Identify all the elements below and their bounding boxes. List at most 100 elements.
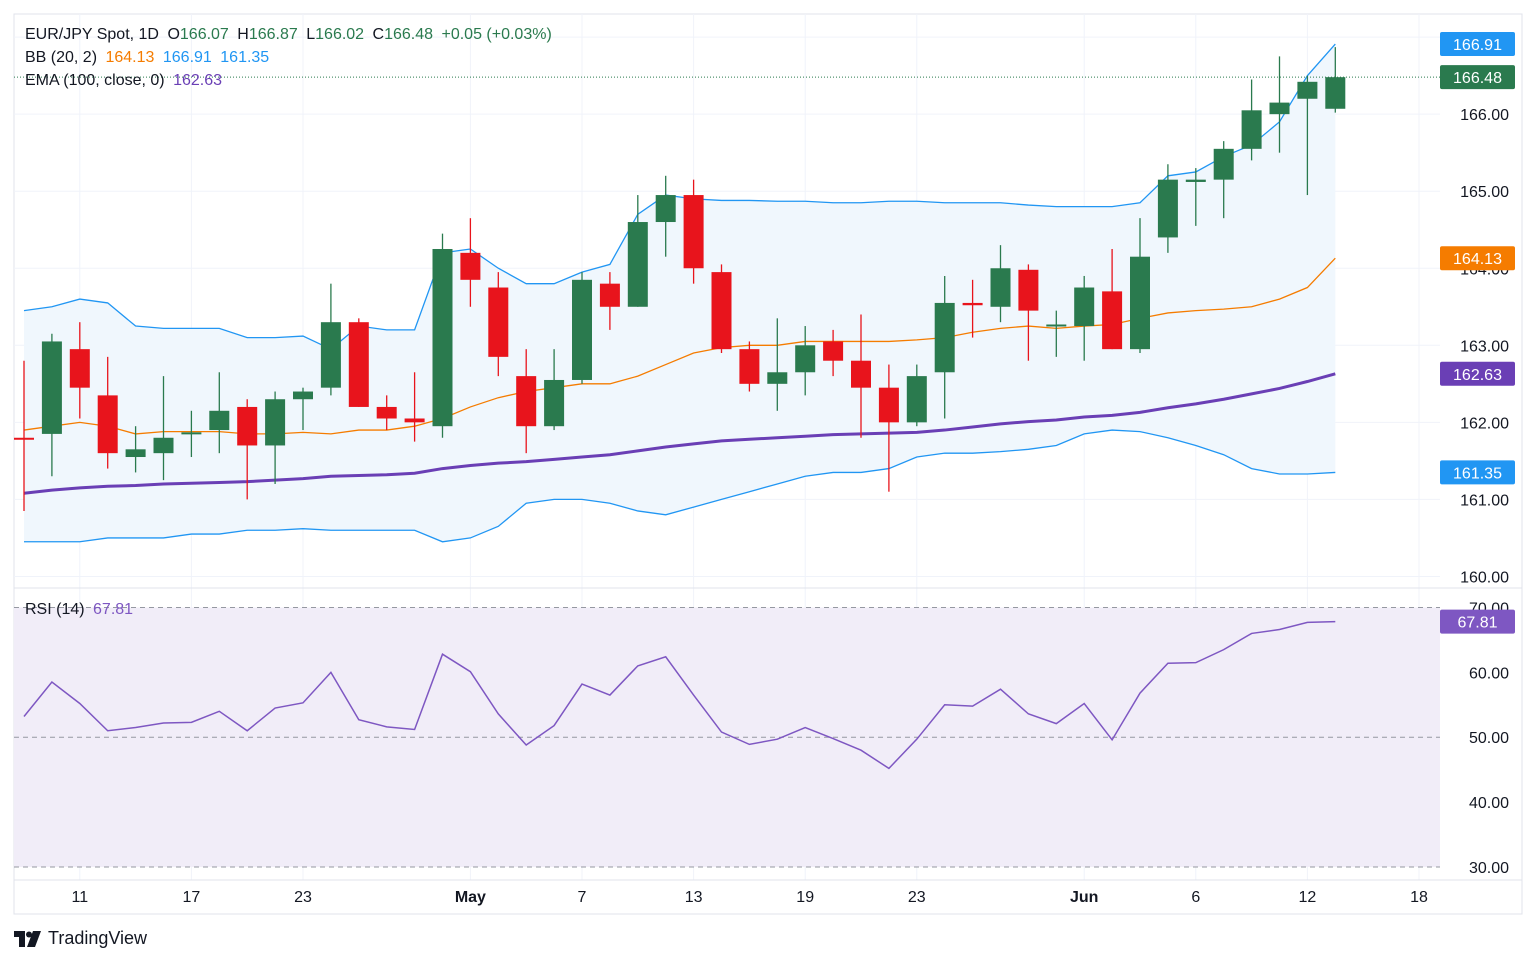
candle-body — [125, 449, 146, 458]
price-tick-label: 166.00 — [1460, 107, 1509, 124]
price-tick-label: 165.00 — [1460, 184, 1509, 201]
symbol-name: EUR/JPY Spot, 1D — [25, 26, 159, 43]
bb-upper-line — [23, 43, 1336, 350]
change-value: +0.05 (+0.03%) — [441, 26, 552, 43]
rsi-badge — [1440, 609, 1515, 634]
candle-body — [990, 268, 1011, 307]
candle-body — [1130, 256, 1150, 350]
x-tick-label: Jun — [1070, 889, 1098, 906]
x-tick-label: 7 — [578, 889, 587, 906]
candle-body — [1213, 148, 1234, 180]
rsi-label: RSI (14) — [25, 601, 85, 618]
candle-body — [1102, 291, 1123, 350]
price-tick-label: 161.00 — [1460, 492, 1509, 509]
candle-body — [711, 272, 732, 350]
bb-lower-line — [24, 429, 1336, 543]
candle-body — [878, 387, 899, 423]
candle-body — [683, 195, 704, 269]
price-badge-text: 161.35 — [1453, 465, 1502, 482]
ema-legend: EMA (100, close, 0) 162.63 — [25, 72, 226, 90]
rsi-badge-text: 67.81 — [1457, 615, 1497, 632]
bb-mid-value: 164.13 — [105, 49, 155, 66]
candle-body — [237, 406, 258, 446]
bb-lower-value: 161.35 — [220, 49, 270, 66]
x-tick-label: May — [455, 889, 486, 906]
high-value: 166.87 — [248, 26, 298, 43]
candle-body — [1046, 324, 1067, 327]
candle-body — [1325, 77, 1346, 109]
price-badge-text: 166.91 — [1453, 37, 1502, 54]
candle-body — [572, 279, 592, 380]
close-value: 166.48 — [384, 26, 434, 43]
price-badge — [1440, 361, 1515, 386]
rsi-tick-label: 50.00 — [1469, 730, 1509, 747]
low-label: L — [306, 26, 316, 43]
candle-body — [404, 418, 425, 423]
candle-body — [544, 379, 565, 427]
candle-body — [1297, 81, 1318, 99]
candle-body — [181, 432, 202, 435]
rsi-line — [23, 620, 1336, 770]
x-tick-label: 6 — [1191, 889, 1200, 906]
high-label: H — [237, 26, 249, 43]
candle-body — [1269, 102, 1290, 115]
bb-upper-value: 166.91 — [162, 49, 212, 66]
candle-body — [767, 372, 788, 384]
x-tick-label: 18 — [1410, 889, 1428, 906]
candle-body — [376, 406, 397, 419]
rsi-pane — [14, 606, 1440, 868]
x-tick-label: 23 — [908, 889, 926, 906]
x-tick-label: 19 — [796, 889, 814, 906]
ema-value: 162.63 — [173, 72, 223, 89]
symbol-legend: EUR/JPY Spot, 1D O166.07 H166.87 L166.02… — [25, 26, 556, 44]
bb-legend: BB (20, 2) 164.13 166.91 161.35 — [25, 49, 273, 67]
candle-body — [739, 349, 760, 384]
rsi-tick-label: 30.00 — [1469, 860, 1509, 877]
candle-body — [41, 341, 62, 434]
rsi-legend: RSI (14) 67.81 — [25, 601, 137, 619]
candles — [14, 47, 1346, 511]
x-tick-label: 11 — [71, 889, 88, 906]
candle-body — [14, 437, 34, 440]
candle-body — [655, 195, 676, 223]
candle-body — [851, 360, 871, 388]
price-badge — [1440, 65, 1515, 90]
candle-body — [795, 345, 816, 373]
candle-body — [1018, 269, 1039, 311]
candle-body — [823, 341, 844, 361]
bb-fill — [24, 44, 1336, 542]
price-tick-label: 160.00 — [1460, 569, 1509, 586]
open-value: 166.07 — [179, 26, 229, 43]
price-tick-label: 163.00 — [1460, 338, 1509, 355]
price-badge — [1440, 32, 1515, 57]
price-tick-label: 162.00 — [1460, 415, 1509, 432]
candle-body — [265, 399, 286, 446]
price-badge-text: 166.48 — [1453, 70, 1502, 87]
candle-body — [69, 349, 90, 388]
candle-body — [934, 302, 955, 373]
candle-body — [599, 283, 620, 307]
candle-body — [209, 410, 230, 431]
rsi-tick-label: 60.00 — [1469, 665, 1509, 682]
candle-body — [1157, 179, 1178, 238]
tradingview-watermark: TradingView — [14, 928, 147, 949]
candle-body — [1241, 110, 1262, 149]
candle-body — [1185, 179, 1206, 182]
tradingview-logo-icon — [14, 930, 41, 947]
rsi-tick-label: 40.00 — [1469, 795, 1509, 812]
rsi-value: 67.81 — [93, 601, 134, 618]
x-tick-label: 13 — [685, 889, 703, 906]
price-badge-text: 162.63 — [1453, 367, 1502, 384]
bollinger-bands — [23, 43, 1336, 543]
candle-body — [962, 302, 983, 306]
x-tick-label: 12 — [1299, 889, 1317, 906]
price-badge — [1440, 460, 1515, 485]
candle-body — [293, 391, 313, 400]
x-tick-label: 23 — [294, 889, 312, 906]
open-label: O — [167, 26, 180, 43]
low-value: 166.02 — [315, 26, 365, 43]
candle-body — [516, 376, 537, 427]
candle-body — [320, 322, 341, 388]
tradingview-text: TradingView — [48, 928, 148, 948]
